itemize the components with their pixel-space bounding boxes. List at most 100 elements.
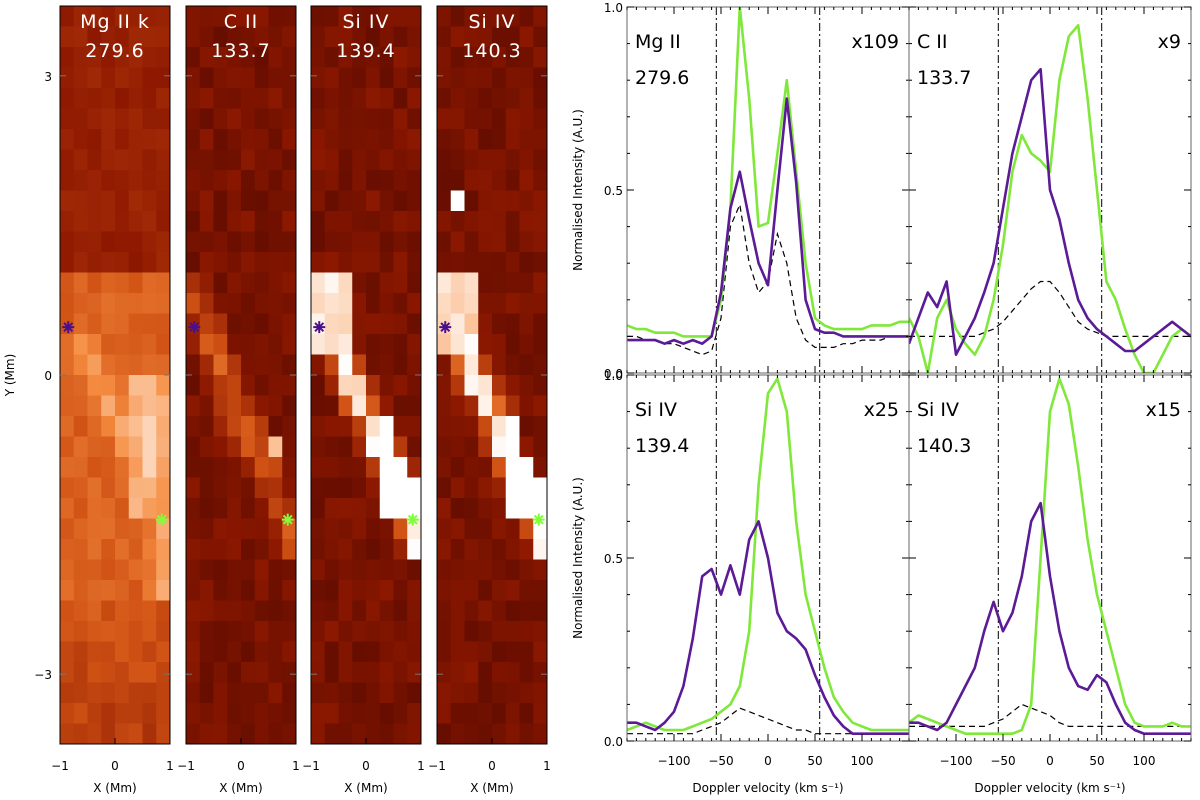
map-pixel xyxy=(73,416,88,437)
map-pixel xyxy=(241,621,256,642)
map-pixel xyxy=(407,416,422,437)
map-pixel xyxy=(352,67,367,89)
map-pixel xyxy=(227,231,242,253)
map-pixel xyxy=(241,6,256,27)
map-pixel xyxy=(282,641,297,663)
map-pixel xyxy=(87,6,102,27)
map-pixel xyxy=(156,170,171,191)
map-pixel xyxy=(282,129,297,150)
map-pixel xyxy=(352,293,367,314)
map-pixel xyxy=(311,231,326,253)
map-pixel xyxy=(533,641,548,663)
map-pixel xyxy=(311,723,326,745)
map-pixel xyxy=(115,354,130,376)
map-pixel xyxy=(60,580,75,601)
map-marker xyxy=(313,321,326,334)
map-pixel xyxy=(324,47,339,68)
map-pixel xyxy=(73,559,88,581)
map-pixel xyxy=(128,498,143,519)
map-pixel xyxy=(393,313,408,335)
spectrum-panel-1: 0.0 0.5 1.0 Normalised Intensity (A.U.) Mg I… xyxy=(571,1,910,381)
map-marker-stroke xyxy=(156,514,167,525)
map-pixel xyxy=(352,518,367,540)
map-pixel xyxy=(213,211,228,232)
map-pixel xyxy=(311,621,326,642)
map-pixel xyxy=(186,539,201,560)
map-pixel xyxy=(115,600,130,622)
map-pixel xyxy=(101,354,116,376)
map-pixel xyxy=(437,149,452,171)
map-pixel xyxy=(227,211,242,232)
spectrum-xtick-label: −50 xyxy=(708,754,733,768)
map-pixel xyxy=(492,354,507,376)
map-pixel xyxy=(241,600,256,622)
map-pixel xyxy=(478,47,493,68)
map-pixel xyxy=(450,6,465,27)
map-pixel xyxy=(101,211,116,232)
map-pixel xyxy=(450,47,465,68)
map-pixel xyxy=(101,375,116,396)
map-ytick-label: 3 xyxy=(44,70,52,84)
map-pixel xyxy=(128,293,143,314)
map-pixel xyxy=(492,723,507,745)
map-pixel xyxy=(60,416,75,437)
map-pixel xyxy=(128,395,143,417)
map-xtick-label: −1 xyxy=(302,759,320,773)
map-pixel xyxy=(101,723,116,745)
map-pixel xyxy=(352,498,367,519)
map-pixel xyxy=(505,436,520,458)
map-pixel xyxy=(519,354,534,376)
map-pixel xyxy=(407,621,422,642)
map-pixel xyxy=(156,375,171,396)
map-pixel xyxy=(519,190,534,212)
map-pixel xyxy=(60,6,75,27)
map-pixel xyxy=(324,313,339,335)
map-pixel xyxy=(87,354,102,376)
map-pixel xyxy=(450,723,465,745)
map-pixel xyxy=(464,149,479,171)
map-pixel xyxy=(282,354,297,376)
map-pixel xyxy=(505,67,520,89)
map-pixel xyxy=(393,190,408,212)
map-pixel xyxy=(464,354,479,376)
map-pixel xyxy=(142,47,157,68)
map-pixel xyxy=(492,88,507,109)
map-pixel xyxy=(393,600,408,622)
map-pixel xyxy=(450,457,465,478)
map-pixel xyxy=(311,108,326,130)
map-pixel xyxy=(478,436,493,458)
map-pixel xyxy=(199,498,214,519)
map-pixel xyxy=(115,498,130,519)
map-pixel xyxy=(268,416,283,437)
map-pixel xyxy=(156,723,171,745)
map-pixel xyxy=(478,170,493,191)
map-pixel xyxy=(352,334,367,355)
map-title-line1: C II xyxy=(224,11,259,33)
map-pixel xyxy=(338,211,353,232)
map-pixel xyxy=(492,600,507,622)
map-pixel xyxy=(268,498,283,519)
map-pixel xyxy=(519,252,534,273)
map-pixel xyxy=(87,580,102,601)
spectrum-ylabel: Normalised Intensity (A.U.) xyxy=(571,477,585,639)
map-pixel xyxy=(115,580,130,601)
map-pixel xyxy=(393,211,408,232)
map-pixel xyxy=(142,621,157,642)
green-profile-line xyxy=(627,377,909,732)
map-pixel xyxy=(282,723,297,745)
map-pixel xyxy=(407,231,422,253)
map-pixel xyxy=(268,457,283,478)
spectrum-scale-factor: x15 xyxy=(1146,399,1181,421)
map-pixel xyxy=(213,436,228,458)
map-pixel xyxy=(186,498,201,519)
map-pixel xyxy=(268,170,283,191)
map-pixel xyxy=(60,354,75,376)
map-pixel xyxy=(268,67,283,89)
map-pixel xyxy=(199,682,214,704)
map-pixel xyxy=(311,149,326,171)
map-pixel xyxy=(324,600,339,622)
map-pixel xyxy=(156,334,171,355)
map-pixel xyxy=(101,88,116,109)
map-pixel xyxy=(142,88,157,109)
map-pixel xyxy=(505,190,520,212)
